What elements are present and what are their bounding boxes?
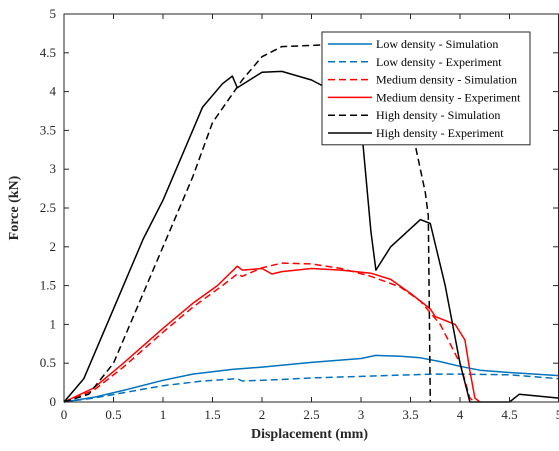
y-tick-label: 3.5 (40, 122, 56, 137)
y-tick-label: 0.5 (40, 355, 56, 370)
y-tick-label: 0 (50, 394, 57, 409)
legend-label: Medium density - Simulation (376, 73, 517, 87)
series-line-2 (63, 262, 476, 403)
legend-label: Medium density - Experiment (376, 90, 521, 104)
y-tick-label: 3 (50, 161, 57, 176)
y-tick-label: 4 (50, 84, 57, 99)
y-tick-label: 2.5 (40, 200, 56, 215)
y-axis-label: Force (kN) (7, 175, 22, 240)
x-tick-label: 1.5 (204, 407, 220, 422)
x-tick-label: 0.5 (105, 407, 121, 422)
legend-label: Low density - Experiment (376, 55, 502, 69)
x-axis-label: Displacement (mm) (251, 427, 368, 442)
legend-label: High density - Experiment (376, 126, 504, 140)
x-tick-label: 0 (61, 407, 68, 422)
x-tick-label: 5 (556, 407, 559, 422)
x-tick-label: 3 (358, 407, 365, 422)
x-tick-label: 1 (160, 407, 167, 422)
y-tick-label: 4.5 (40, 45, 56, 60)
ticks-layer: 0 0.5 1 1.5 2 2.5 3 3.5 4 4.5 5 0 0.5 1 1.5 2 2.5 3 3.5 4 4.… (40, 6, 559, 422)
x-tick-label: 2 (259, 407, 266, 422)
legend: Low density - Simulation Low density - Ex… (321, 31, 531, 146)
y-tick-label: 1.5 (40, 278, 56, 293)
y-tick-label: 5 (50, 6, 57, 21)
y-tick-label: 2 (50, 239, 57, 254)
legend-box (321, 31, 531, 146)
x-tick-label: 2.5 (303, 407, 319, 422)
x-tick-label: 3.5 (402, 407, 418, 422)
series-line-3 (63, 265, 481, 403)
series-line-0 (63, 354, 559, 403)
y-tick-label: 1 (50, 316, 57, 331)
series-line-1 (63, 373, 559, 403)
series-line-4 (63, 44, 432, 403)
x-tick-label: 4 (457, 407, 464, 422)
x-tick-label: 4.5 (501, 407, 517, 422)
legend-label: High density - Simulation (376, 108, 500, 122)
legend-label: Low density - Simulation (376, 37, 498, 51)
